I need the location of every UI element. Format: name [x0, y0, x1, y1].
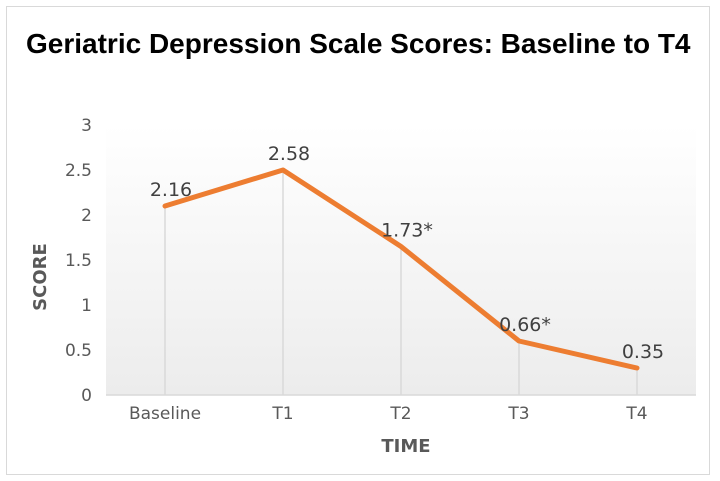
y-tick-label: 3 [81, 116, 92, 136]
x-tick-label: T1 [271, 404, 293, 424]
drop-lines [164, 170, 638, 395]
x-tick-label: T4 [625, 404, 647, 424]
x-tick-label: T3 [507, 404, 529, 424]
data-label: 1.73* [381, 220, 433, 242]
y-tick-label: 2.5 [65, 161, 92, 181]
x-tick-label: Baseline [129, 404, 201, 424]
data-label: 2.58 [268, 143, 310, 165]
y-tick-label: 0.5 [65, 341, 92, 361]
data-labels: 2.16 2.58 1.73* 0.66* 0.35 [150, 143, 664, 363]
series-line [162, 167, 640, 371]
data-label: 0.35 [622, 341, 664, 363]
y-axis-title: SCORE [30, 243, 51, 311]
y-tick-label: 0 [81, 386, 92, 406]
data-label: 2.16 [150, 179, 192, 201]
data-label: 0.66* [499, 314, 551, 336]
y-axis-ticks: 0 0.5 1 1.5 2 2.5 3 [65, 116, 92, 406]
y-tick-label: 1 [81, 296, 92, 316]
x-tick-label: T2 [389, 404, 411, 424]
y-tick-label: 2 [81, 206, 92, 226]
x-axis-ticks: Baseline T1 T2 T3 T4 [129, 404, 648, 424]
chart-title: Geriatric Depression Scale Scores: Basel… [26, 28, 691, 59]
y-tick-label: 1.5 [65, 251, 92, 271]
x-axis-title: TIME [381, 436, 430, 457]
